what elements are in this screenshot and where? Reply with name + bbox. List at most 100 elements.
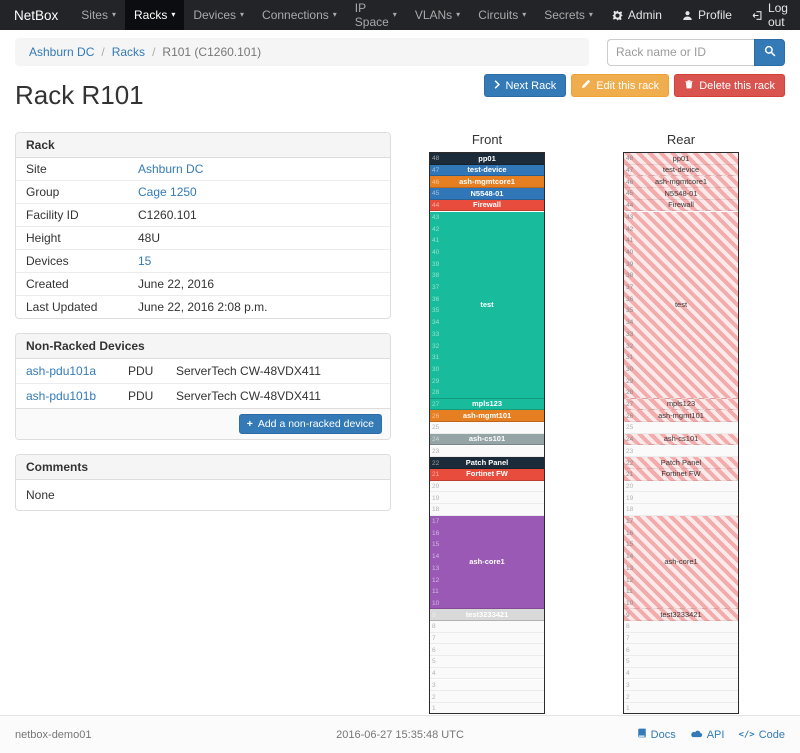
plus-icon: + [246, 418, 253, 430]
rack-device-front-n5548-01[interactable]: N5548-01 [430, 188, 544, 200]
rack-device-label: mpls123 [666, 399, 696, 409]
rack-device-front-pp01[interactable]: pp01 [430, 153, 544, 165]
rack-unit-empty [624, 504, 738, 516]
content: Rack Site Ashburn DC Group Cage 1250 Facilit… [0, 132, 800, 714]
front-elevation-title: Front [471, 132, 503, 147]
rack-unit-empty [624, 422, 738, 434]
nav-item-circuits[interactable]: Circuits ▾ [469, 0, 535, 30]
rack-device-rear-firewall[interactable]: Firewall [624, 199, 738, 212]
rack-unit-empty [624, 480, 738, 493]
rack-device-label: Patch Panel [465, 457, 509, 467]
navbar: NetBox Sites ▾ Racks ▾ Devices ▾ Connections ▾ I… [0, 0, 800, 30]
next-rack-button[interactable]: Next Rack [484, 74, 567, 97]
rack-search [607, 38, 785, 66]
rack-device-label: mpls123 [471, 399, 503, 409]
attr-value[interactable]: Ashburn DC [138, 162, 204, 176]
attr-row-devices: Devices 15 [16, 249, 390, 272]
breadcrumb-link-ashburn-dc[interactable]: Ashburn DC [29, 45, 95, 59]
nav-item-vlans[interactable]: VLANs ▾ [406, 0, 469, 30]
nav-item-label: Circuits [478, 8, 519, 22]
rack-device-rear-test3233421[interactable]: test3233421 [624, 609, 738, 621]
rack-device-rear-ash-mgmtcore1[interactable]: ash-mgmtcore1 [624, 176, 738, 189]
nav-item-ip-space[interactable]: IP Space ▾ [346, 0, 406, 30]
attr-value[interactable]: 15 [138, 254, 152, 268]
rack-unit-empty [624, 644, 738, 657]
docs-link-label: Docs [650, 728, 676, 741]
rack-unit-empty [430, 656, 544, 668]
logout-icon [752, 10, 763, 21]
rack-device-rear-n5548-01[interactable]: N5548-01 [624, 188, 738, 200]
rack-device-front-mpls123[interactable]: mpls123 [430, 398, 544, 411]
rack-device-label: ash-mgmt101 [462, 410, 512, 420]
add-nonracked-device-button[interactable]: + Add a non-racked device [238, 414, 382, 434]
attr-row-last-updated: Last Updated June 22, 2016 2:08 p.m. [16, 295, 390, 318]
rack-device-front-ash-mgmt101[interactable]: ash-mgmt101 [430, 410, 544, 423]
rack-device-label: test [674, 299, 688, 309]
rack-device-rear-ash-cs101[interactable]: ash-cs101 [624, 433, 738, 446]
footer-timestamp: 2016-06-27 15:35:48 UTC [336, 728, 464, 741]
rack-attr-table: Site Ashburn DC Group Cage 1250 Facility ID C… [16, 158, 390, 318]
edit-rack-button[interactable]: Edit this rack [571, 74, 670, 97]
nav-item-logout[interactable]: Log out [742, 0, 800, 30]
device-name-link[interactable]: ash-pdu101b [26, 389, 97, 403]
rack-device-label: ash-mgmtcore1 [459, 176, 515, 186]
footer: 2016-06-27 15:35:48 UTC netbox-demo01 Do… [0, 715, 800, 753]
attr-label: Devices [26, 254, 69, 268]
nav-item-label: Racks [133, 8, 168, 22]
device-name-link[interactable]: ash-pdu101a [26, 364, 97, 378]
rack-unit-empty [430, 422, 544, 434]
nav-item-racks[interactable]: Racks ▾ [124, 0, 185, 30]
breadcrumb-link-racks[interactable]: Racks [111, 45, 146, 59]
rack-device-front-firewall[interactable]: Firewall [430, 199, 544, 212]
api-link[interactable]: API [690, 728, 724, 741]
rack-device-front-test-device[interactable]: test-device [430, 164, 544, 177]
attr-value: June 22, 2016 2:08 p.m. [138, 300, 268, 314]
rack-device-label: ash-cs101 [468, 434, 506, 444]
nav-item-connections[interactable]: Connections ▾ [253, 0, 346, 30]
rack-device-rear-test-device[interactable]: test-device [624, 164, 738, 177]
rack-device-rear-pp01[interactable]: pp01 [624, 153, 738, 165]
rack-unit-empty [624, 492, 738, 504]
code-link[interactable]: </> Code [738, 728, 785, 741]
rack-device-label: test3233421 [660, 609, 702, 619]
rack-device-front-test3233421[interactable]: test3233421 [430, 609, 544, 621]
rack-info-column: Rack Site Ashburn DC Group Cage 1250 Facilit… [15, 132, 391, 525]
attr-value[interactable]: Cage 1250 [138, 185, 197, 199]
page-title: Rack R101 [15, 80, 144, 110]
brand[interactable]: NetBox [14, 7, 59, 23]
rack-device-rear-test[interactable]: test [624, 211, 738, 399]
rack-device-front-patch-panel[interactable]: Patch Panel [430, 457, 544, 469]
rack-device-front-test[interactable]: test [430, 211, 544, 399]
nav-item-admin[interactable]: Admin [602, 0, 672, 30]
chevron-down-icon: ▾ [240, 10, 245, 19]
search-input[interactable] [607, 38, 754, 66]
rack-device-rear-fortinet-fw[interactable]: Fortinet FW [624, 468, 738, 481]
docs-link[interactable]: Docs [637, 728, 676, 741]
rack-device-rear-ash-core1[interactable]: ash-core1 [624, 515, 738, 610]
rack-device-front-ash-cs101[interactable]: ash-cs101 [430, 433, 544, 446]
rack-device-front-ash-mgmtcore1[interactable]: ash-mgmtcore1 [430, 176, 544, 189]
rack-device-rear-ash-mgmt101[interactable]: ash-mgmt101 [624, 410, 738, 423]
rack-unit-empty [430, 702, 544, 713]
rack-unit-empty [624, 667, 738, 680]
chevron-down-icon: ▾ [522, 10, 527, 19]
rear-elevation-title: Rear [666, 132, 696, 147]
delete-rack-button[interactable]: Delete this rack [674, 74, 785, 97]
nav-item-sites[interactable]: Sites ▾ [72, 0, 125, 30]
rack-device-front-fortinet-fw[interactable]: Fortinet FW [430, 468, 544, 481]
attr-row-created: Created June 22, 2016 [16, 272, 390, 295]
rack-device-front-ash-core1[interactable]: ash-core1 [430, 515, 544, 610]
rack-device-rear-mpls123[interactable]: mpls123 [624, 398, 738, 411]
nav-item-profile[interactable]: Profile [672, 0, 742, 30]
rack-device-label: pp01 [672, 153, 690, 163]
nav-item-devices[interactable]: Devices ▾ [184, 0, 253, 30]
nonracked-panel: Non-Racked Devices ash-pdu101a PDU ServerT… [15, 333, 391, 440]
chevron-down-icon: ▾ [456, 10, 461, 19]
chevron-right-icon [494, 79, 501, 92]
navbar-right: Admin Profile Log out [602, 0, 800, 30]
nav-item-secrets[interactable]: Secrets ▾ [535, 0, 602, 30]
attr-value: June 22, 2016 [138, 277, 215, 291]
search-button[interactable] [754, 38, 785, 66]
search-icon [764, 45, 776, 60]
rack-device-rear-patch-panel[interactable]: Patch Panel [624, 457, 738, 469]
